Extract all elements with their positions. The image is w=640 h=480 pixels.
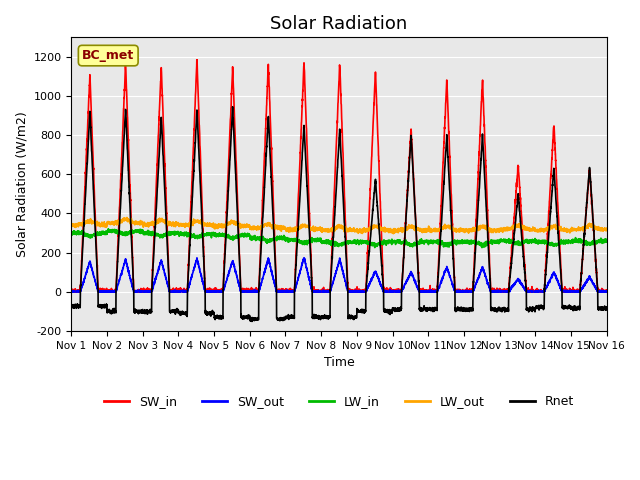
SW_out	[459, 289, 467, 295]
LW_out	[603, 227, 611, 233]
Rnet	[429, 307, 437, 312]
SW_out	[490, 288, 497, 294]
LW_in	[603, 239, 611, 245]
LW_in	[164, 231, 172, 237]
LW_out	[390, 231, 397, 237]
Y-axis label: Solar Radiation (W/m2): Solar Radiation (W/m2)	[15, 111, 28, 257]
SW_out	[164, 281, 172, 287]
Rnet	[603, 307, 611, 312]
X-axis label: Time: Time	[324, 356, 355, 369]
SW_in	[459, 289, 467, 295]
Line: SW_out: SW_out	[72, 258, 607, 292]
SW_in	[602, 287, 610, 293]
LW_out	[319, 226, 327, 232]
LW_out	[602, 228, 610, 233]
SW_out	[193, 255, 201, 261]
Rnet	[248, 319, 256, 324]
Title: Solar Radiation: Solar Radiation	[270, 15, 408, 33]
Line: Rnet: Rnet	[72, 107, 607, 322]
Rnet	[319, 315, 327, 321]
SW_in	[164, 240, 172, 246]
SW_in	[193, 57, 201, 63]
Line: LW_out: LW_out	[72, 217, 607, 234]
LW_in	[459, 240, 467, 246]
LW_in	[490, 239, 497, 244]
Text: BC_met: BC_met	[82, 49, 134, 62]
SW_in	[68, 288, 76, 294]
Rnet	[164, 249, 172, 254]
Rnet	[459, 307, 467, 312]
LW_in	[104, 226, 112, 232]
Rnet	[228, 104, 236, 109]
SW_out	[319, 287, 327, 293]
SW_in	[490, 289, 497, 295]
LW_out	[123, 215, 131, 220]
LW_out	[164, 219, 172, 225]
SW_in	[603, 289, 611, 295]
LW_out	[429, 228, 437, 234]
SW_out	[68, 289, 76, 295]
LW_in	[478, 245, 486, 251]
SW_in	[429, 288, 437, 293]
SW_in	[68, 289, 76, 295]
LW_out	[490, 227, 497, 232]
LW_in	[602, 239, 610, 245]
Rnet	[68, 303, 76, 309]
SW_out	[602, 289, 610, 295]
SW_out	[429, 288, 437, 294]
LW_out	[68, 221, 76, 227]
Line: LW_in: LW_in	[72, 229, 607, 248]
LW_in	[429, 239, 437, 244]
Line: SW_in: SW_in	[72, 60, 607, 292]
LW_out	[459, 227, 467, 232]
LW_in	[319, 238, 327, 244]
Legend: SW_in, SW_out, LW_in, LW_out, Rnet: SW_in, SW_out, LW_in, LW_out, Rnet	[99, 390, 579, 413]
Rnet	[602, 304, 610, 310]
Rnet	[490, 308, 497, 313]
SW_in	[319, 289, 327, 295]
LW_in	[68, 228, 76, 234]
SW_out	[603, 289, 611, 295]
